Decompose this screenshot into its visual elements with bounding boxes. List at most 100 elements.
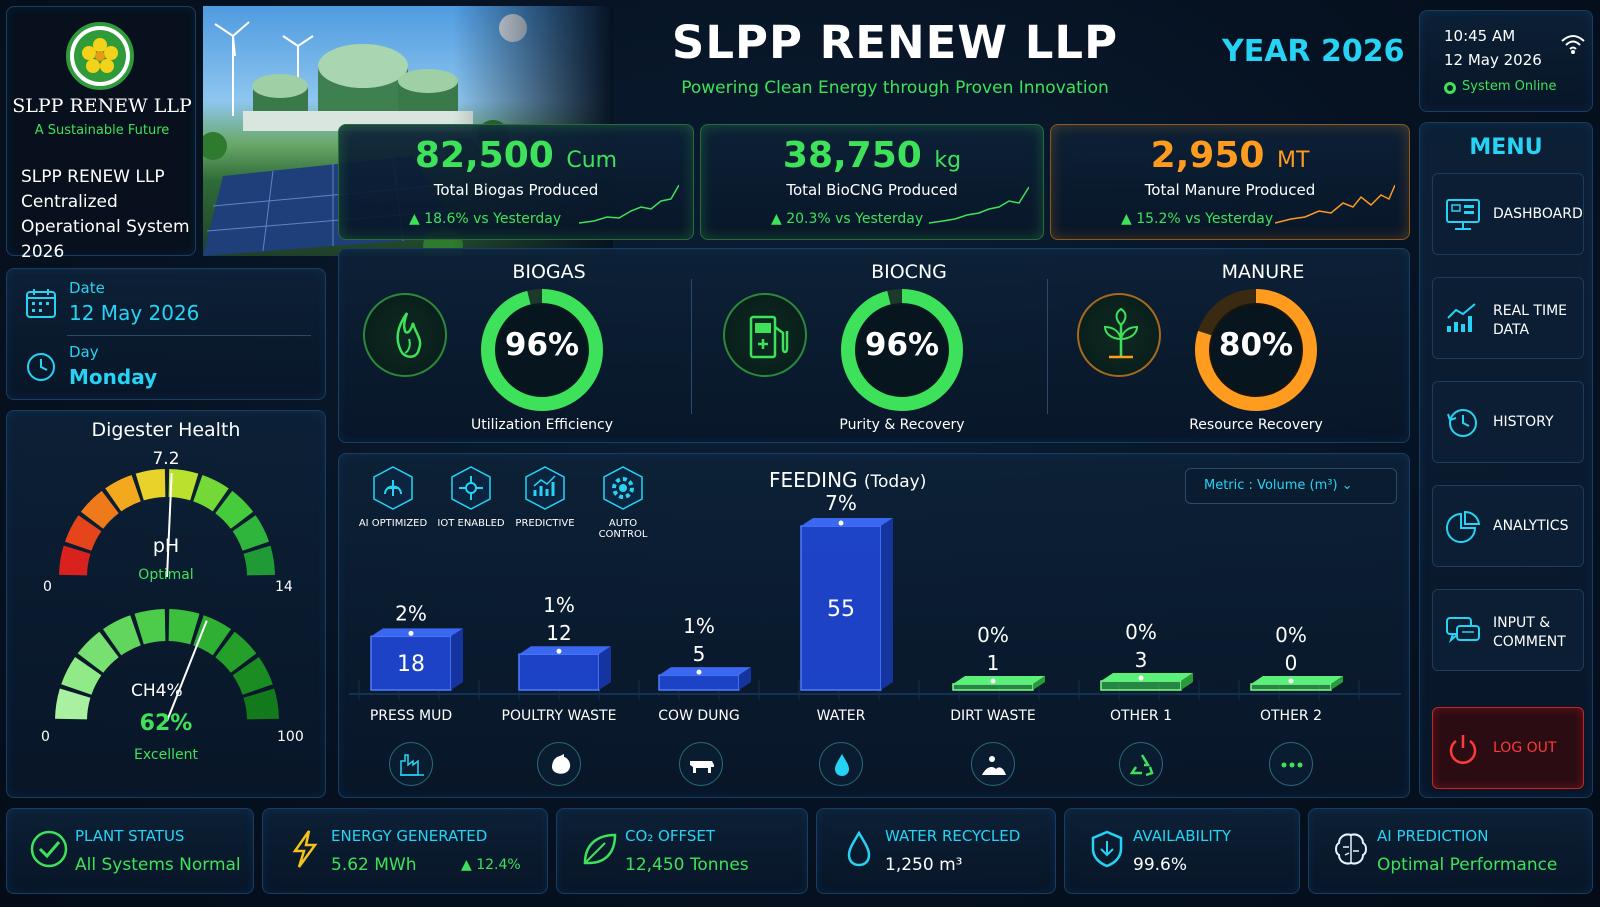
ch4-min: 0 xyxy=(41,729,50,745)
badge-auto-control: AUTO CONTROL xyxy=(583,464,663,540)
bar-other-2 xyxy=(1250,683,1332,691)
day-value: Monday xyxy=(69,365,158,389)
menu-item-real-time-data[interactable]: REAL TIME DATA xyxy=(1432,277,1584,359)
category-tick-label: OTHER 1 xyxy=(1110,708,1172,724)
gauge-segment xyxy=(243,545,275,576)
comment-icon xyxy=(1446,617,1480,644)
menu-item-history[interactable]: HISTORY xyxy=(1432,381,1584,463)
bar-poultry-waste xyxy=(518,653,600,691)
status-ai-prediction: AI PREDICTION Optimal Performance xyxy=(1308,808,1593,894)
efficiency-ring xyxy=(481,289,603,411)
more-dots-icon xyxy=(1269,742,1313,786)
gauge-segment xyxy=(215,631,257,673)
menu-item-analytics[interactable]: ANALYTICS xyxy=(1432,485,1584,567)
gauge-segment xyxy=(193,474,229,512)
gauge-segment xyxy=(80,490,119,529)
bar-percent-label: 1% xyxy=(543,593,575,617)
gauge-segment xyxy=(64,515,102,551)
bar-marker xyxy=(1138,675,1144,681)
plant-icon xyxy=(1077,293,1161,377)
metric-dropdown[interactable]: Metric : Volume (m³) ⌄ xyxy=(1185,468,1397,504)
menu-item-dashboard[interactable]: DASHBOARD xyxy=(1432,173,1584,255)
company-logo xyxy=(66,22,134,90)
leaf-icon xyxy=(583,833,617,865)
bar-top xyxy=(659,667,751,676)
bar-value-label: 3 xyxy=(1135,648,1148,672)
clock-icon xyxy=(27,353,55,381)
bar-side xyxy=(739,667,751,690)
bar-percent-label: 7% xyxy=(825,491,857,515)
bar-marker xyxy=(990,678,996,684)
badge-predictive: PREDICTIVE xyxy=(505,464,585,529)
logout-button[interactable]: LOG OUT xyxy=(1432,707,1584,789)
kpi-change: ▲ 18.6% vs Yesterday xyxy=(409,211,562,227)
status-dot-icon xyxy=(1444,82,1456,94)
chicken-icon xyxy=(537,742,581,786)
gauge-segment xyxy=(193,615,232,656)
fuel-pump-icon xyxy=(723,293,807,377)
bar-top xyxy=(519,646,611,655)
stat-value: 1,250 m³ xyxy=(885,855,963,875)
badge-iot-enabled: IOT ENABLED xyxy=(431,464,511,529)
stat-title: AI PREDICTION xyxy=(1377,827,1489,845)
stat-title: CO₂ OFFSET xyxy=(625,827,716,845)
ph-max: 14 xyxy=(275,579,293,595)
logo-panel: SLPP RENEW LLP A Sustainable Future SLPP… xyxy=(6,6,196,262)
recycle-icon xyxy=(1119,742,1163,786)
gauge-segment xyxy=(134,609,166,645)
bar-other-1 xyxy=(1100,680,1182,691)
kpi-card-manure: 2,950 MT Total Manure Produced ▲ 15.2% v… xyxy=(1050,124,1410,240)
bar-percent-label: 0% xyxy=(977,623,1009,647)
stat-value: 99.6% xyxy=(1133,855,1188,875)
kpi-card-biocng: 38,750 kg Total BioCNG Produced ▲ 20.3% … xyxy=(700,124,1044,240)
ph-name: pH xyxy=(152,535,180,557)
gauge-segment xyxy=(232,515,270,551)
bar-side xyxy=(1331,676,1343,690)
efficiency-manure: MANURE 80% Resource Recovery xyxy=(1053,249,1403,444)
ch4-max: 100 xyxy=(277,729,304,745)
sparkline xyxy=(579,184,679,224)
ph-status: Optimal xyxy=(138,567,194,583)
gauge-segment xyxy=(135,469,166,501)
chevron-down-icon: ⌄ xyxy=(1341,478,1353,493)
ph-gauge xyxy=(59,469,275,578)
menu-item-input-comment[interactable]: INPUT & COMMENT xyxy=(1432,589,1584,671)
bar-value-label: 0 xyxy=(1285,651,1298,675)
bar-top xyxy=(1101,673,1193,682)
lightning-icon xyxy=(292,830,318,868)
bar-water xyxy=(800,525,882,691)
status-availability: AVAILABILITY 99.6% xyxy=(1064,808,1300,894)
status-plant: PLANT STATUS All Systems Normal xyxy=(6,808,254,894)
status-water: WATER RECYCLED 1,250 m³ xyxy=(816,808,1056,894)
bar-top xyxy=(371,628,463,637)
kpi-value: 2,950 MT xyxy=(1150,135,1310,176)
clock-date: 12 May 2026 xyxy=(1444,51,1542,69)
status-co2: CO₂ OFFSET 12,450 Tonnes xyxy=(556,808,808,894)
bar-percent-label: 2% xyxy=(395,601,427,625)
efficiency-caption: Resource Recovery xyxy=(1189,417,1323,433)
bar-marker xyxy=(696,669,702,675)
kpi-change: ▲ 15.2% vs Yesterday xyxy=(1121,211,1274,227)
flame-leaf-icon xyxy=(363,293,447,377)
efficiency-percent: 80% xyxy=(1218,327,1294,363)
ch4-value: 62% xyxy=(139,711,193,736)
category-tick-label: POULTRY WASTE xyxy=(502,708,617,724)
feeding-chart-panel: 18 2% PRESS MUD 12 1% POULTRY WASTE 5 1% COW DUN… xyxy=(338,453,1410,798)
gauge-segment xyxy=(215,490,254,529)
iot-network-icon xyxy=(451,466,491,510)
stat-value: Optimal Performance xyxy=(1377,855,1558,875)
bar-marker xyxy=(1288,678,1294,684)
bar-marker xyxy=(838,520,844,526)
gauge-segment xyxy=(168,469,199,501)
status-energy: ENERGY GENERATED 5.62 MWh ▲ 12.4% xyxy=(262,808,548,894)
bar-value-label: 1 xyxy=(987,651,1000,675)
ph-value: 7.2 xyxy=(152,449,180,469)
bar-value-label: 12 xyxy=(546,621,571,645)
date-value: 12 May 2026 xyxy=(69,301,200,325)
bar-percent-label: 1% xyxy=(683,614,715,638)
ph-min: 0 xyxy=(43,579,52,595)
bar-top xyxy=(1251,676,1343,684)
stat-value: 5.62 MWh xyxy=(331,855,417,875)
check-circle-icon xyxy=(30,830,68,868)
digester-health-title: Digester Health xyxy=(91,419,241,441)
